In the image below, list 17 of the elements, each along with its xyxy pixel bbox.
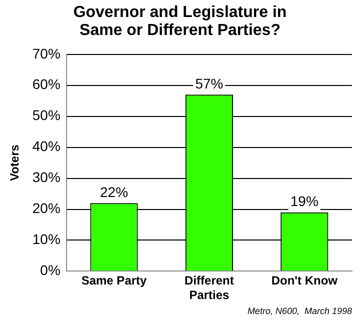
- y-tick-label: 10%: [32, 231, 60, 248]
- text: Metro, N600, March 1998: [247, 306, 352, 316]
- x-tick-label: Don't Know: [271, 274, 338, 288]
- data-label: 22%: [100, 184, 128, 200]
- y-tick-label: 50%: [32, 107, 60, 124]
- data-label: 57%: [195, 76, 224, 92]
- y-tick-label: 40%: [32, 138, 60, 154]
- data-label: 19%: [290, 193, 318, 210]
- y-tick-label: 20%: [32, 200, 60, 216]
- x-tick-label: Same Party: [81, 274, 148, 288]
- y-tick-label: 60%: [32, 76, 60, 92]
- chart-title: Governor and Legislature in Same or Different Parties?: [72, 4, 288, 40]
- y-tick-label: 0%: [40, 262, 60, 278]
- y-axis-title: Voters: [8, 144, 22, 182]
- x-tick-label: Different Parties: [184, 274, 234, 302]
- y-tick-label: 70%: [32, 45, 60, 62]
- y-tick-label: 30%: [32, 169, 60, 186]
